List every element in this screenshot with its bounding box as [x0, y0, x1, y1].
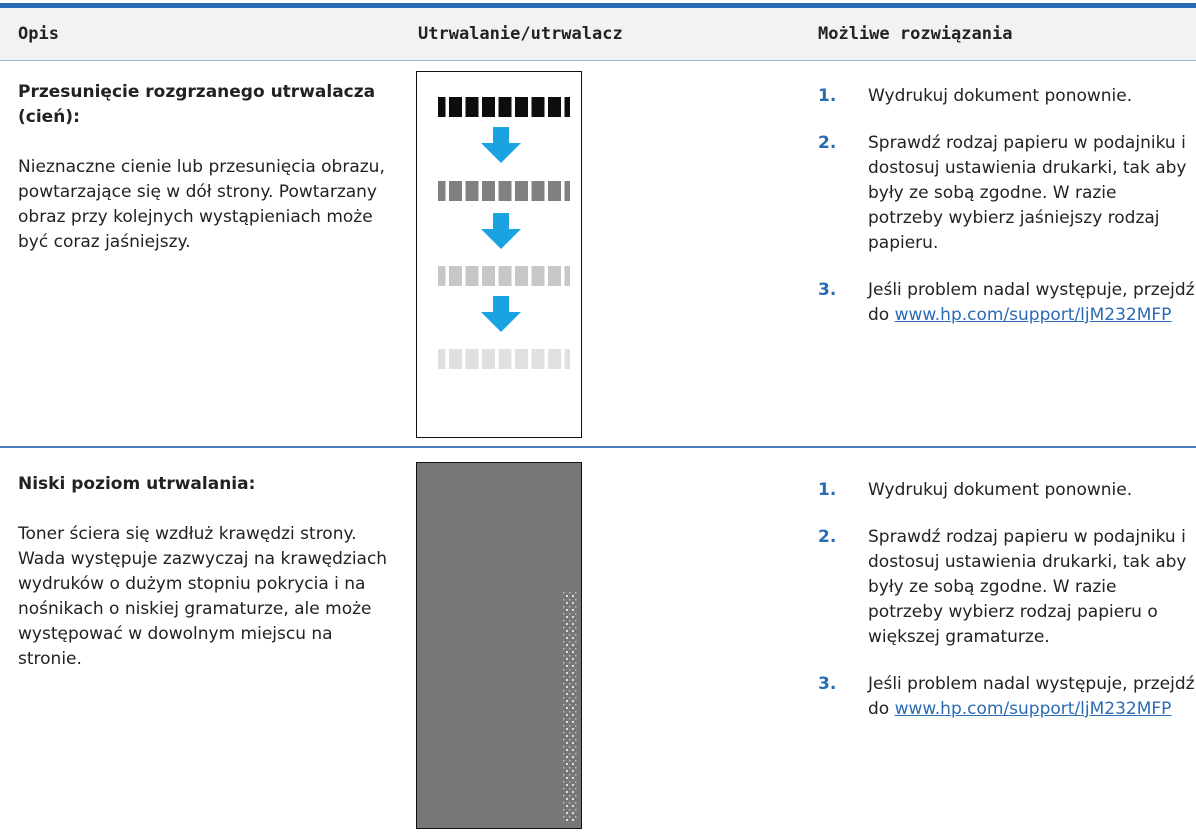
defect-description: Toner ściera się wzdłuż krawędzi strony.…	[18, 524, 388, 669]
header-cell: Możliwe rozwiązania	[818, 24, 1013, 44]
step-text: Sprawdź rodzaj papieru w podajniku i dos…	[868, 133, 1187, 253]
support-link[interactable]: www.hp.com/support/ljM232MFP	[894, 305, 1172, 325]
solution-step: 2. Sprawdź rodzaj papieru w podajniku i d…	[818, 525, 1196, 650]
print-bars	[438, 97, 570, 117]
low-fusing-image	[416, 462, 582, 829]
support-link[interactable]: www.hp.com/support/ljM232MFP	[894, 699, 1172, 719]
header-cell: Utrwalanie/utrwalacz	[418, 24, 623, 44]
solution-cell: 1. Wydrukuj dokument ponownie. 2. Sprawdź r…	[818, 478, 1196, 744]
down-arrows	[481, 127, 521, 332]
header-cell: Opis	[18, 24, 59, 44]
step-number: 2.	[818, 527, 837, 547]
top-rule	[0, 3, 1196, 8]
solution-step: 3. Jeśli problem nadal występuje, przejdź…	[818, 278, 1196, 328]
step-number: 1.	[818, 480, 837, 500]
step-text: Jeśli problem nadal występuje, przejdź d…	[868, 280, 1195, 325]
table-header: Opis Utrwalanie/utrwalacz Możliwe rozwią…	[0, 8, 1196, 61]
step-text: Sprawdź rodzaj papieru w podajniku i dos…	[868, 527, 1187, 647]
ghosting-image	[416, 71, 582, 438]
solution-step: 2. Sprawdź rodzaj papieru w podajniku i d…	[818, 131, 1196, 256]
step-text: Wydrukuj dokument ponownie.	[868, 480, 1133, 500]
solution-step: 1. Wydrukuj dokument ponownie.	[818, 478, 1196, 503]
solution-step: 3. Jeśli problem nadal występuje, przejdź…	[818, 672, 1196, 722]
print-bars	[438, 266, 570, 286]
print-bars	[438, 181, 570, 201]
print-bars	[438, 349, 570, 369]
step-text: Jeśli problem nadal występuje, przejdź d…	[868, 674, 1195, 719]
defect-title: Przesunięcie rozgrzanego utrwalacza (cie…	[18, 82, 376, 127]
defect-title: Niski poziom utrwalania:	[18, 474, 256, 494]
solution-cell: 1. Wydrukuj dokument ponownie. 2. Sprawdź r…	[818, 84, 1196, 350]
step-number: 3.	[818, 674, 837, 694]
step-number: 2.	[818, 133, 837, 153]
solution-step: 1. Wydrukuj dokument ponownie.	[818, 84, 1196, 109]
step-number: 1.	[818, 86, 837, 106]
defect-description: Nieznaczne cienie lub przesunięcia obraz…	[18, 157, 385, 252]
description-cell: Niski poziom utrwalania: Toner ściera si…	[18, 472, 393, 672]
description-cell: Przesunięcie rozgrzanego utrwalacza (cie…	[18, 80, 393, 255]
row-separator	[0, 446, 1196, 448]
step-number: 3.	[818, 280, 837, 300]
step-text: Wydrukuj dokument ponownie.	[868, 86, 1133, 106]
